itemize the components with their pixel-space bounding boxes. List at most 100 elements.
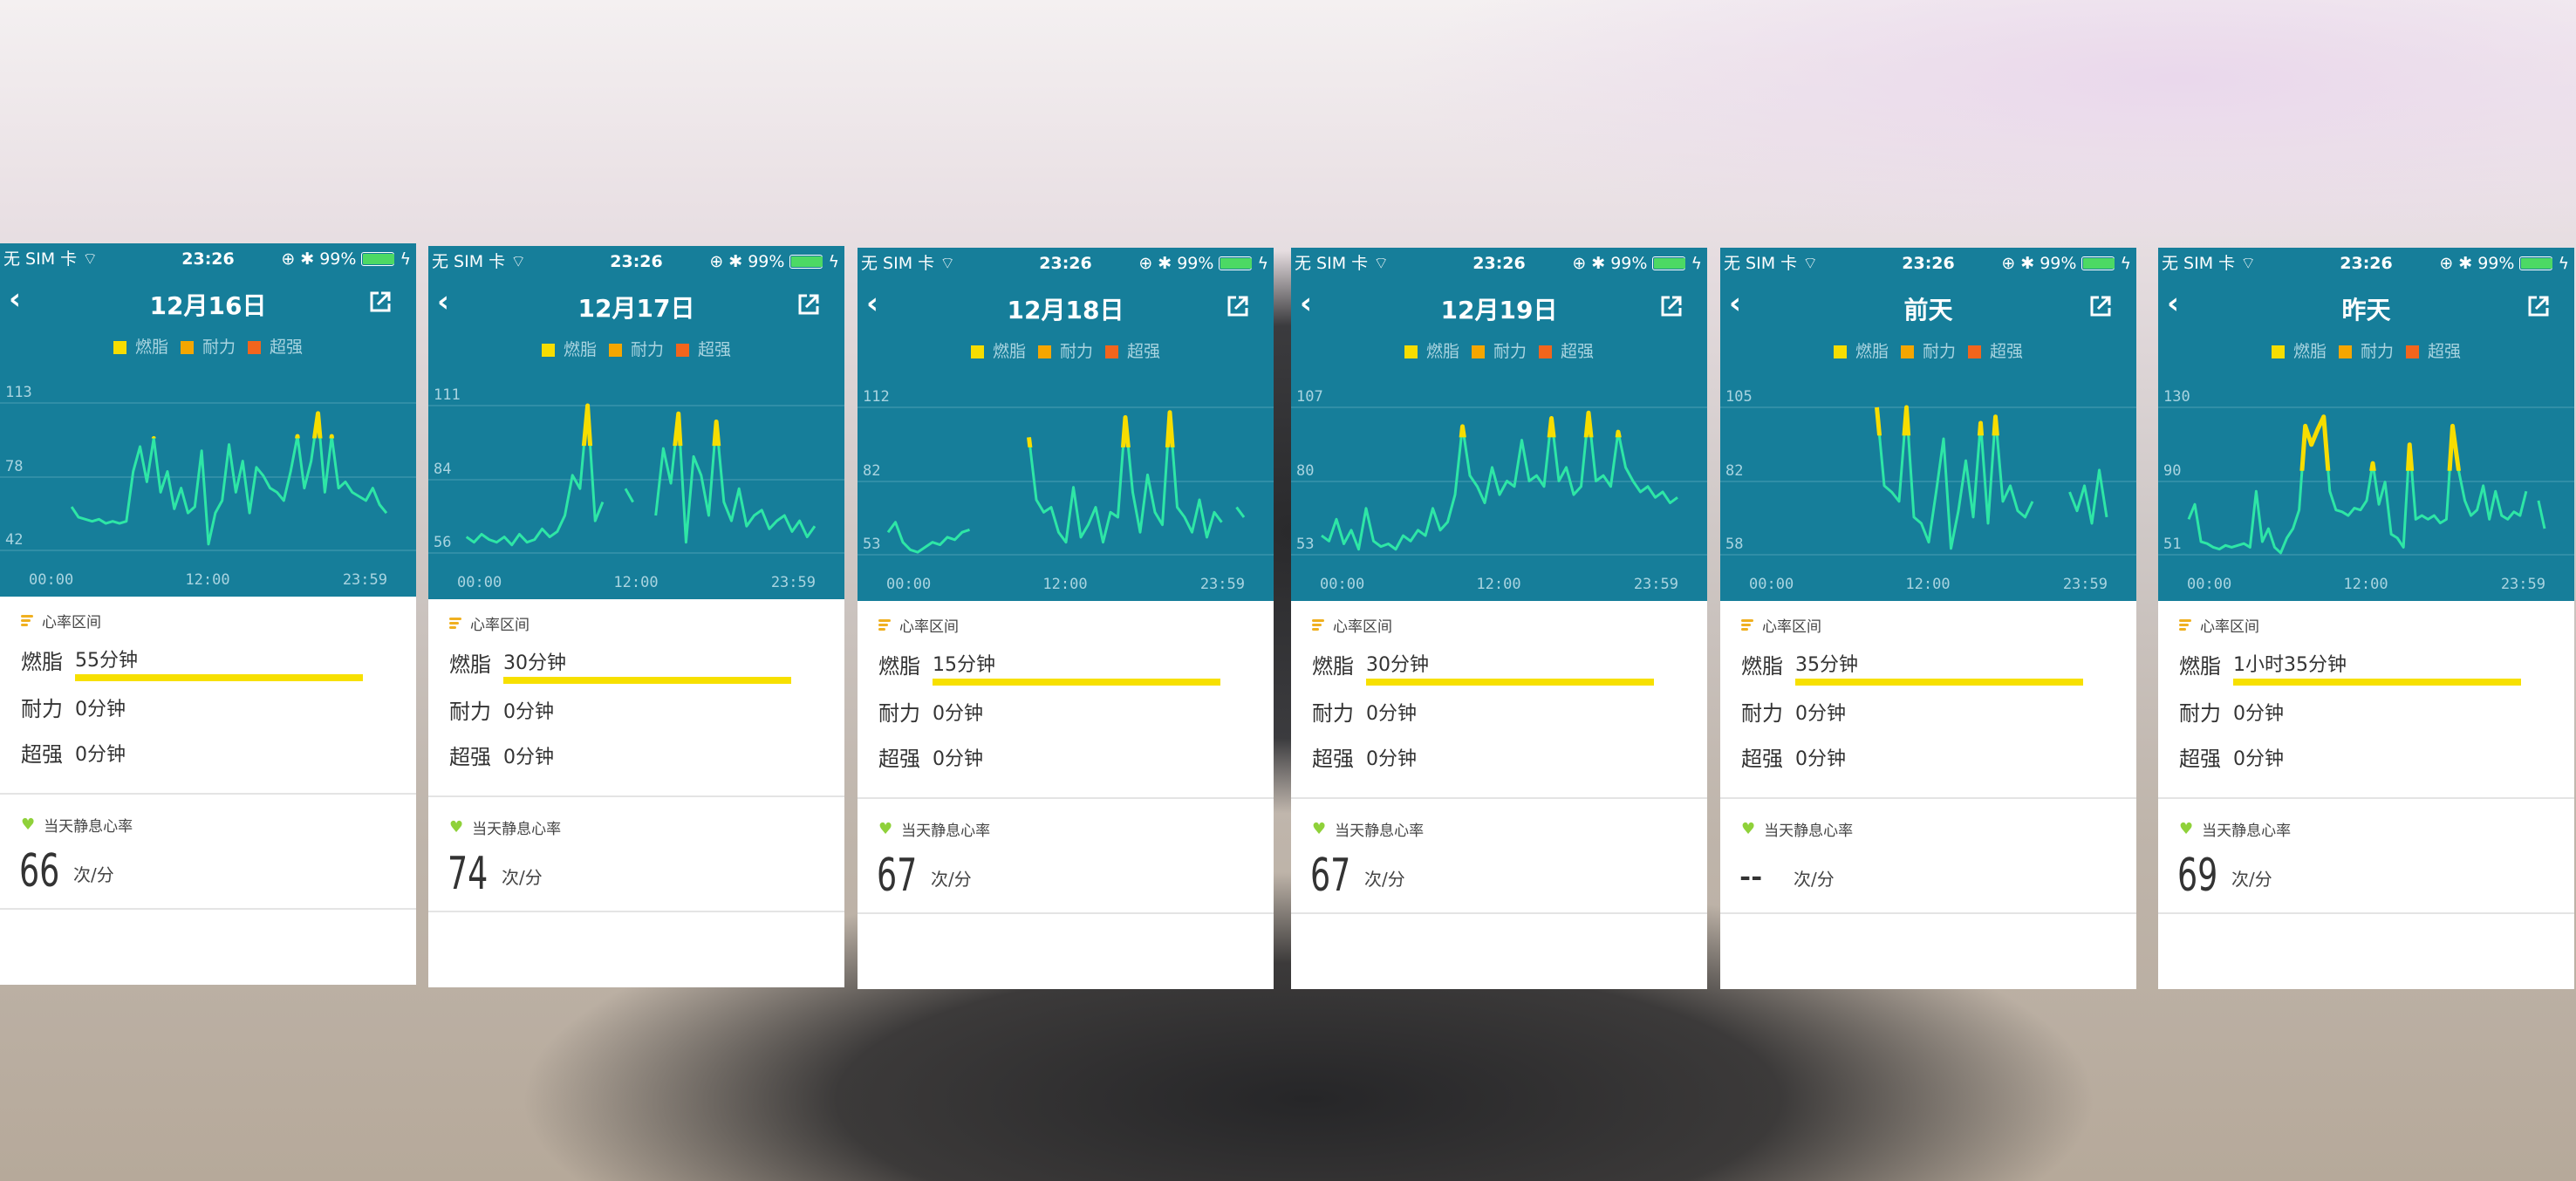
heart-rate-line (70, 412, 388, 546)
heart-rate-chart: 107 80 53 00:00 12:00 23:59 (1291, 388, 1707, 593)
y-tick-label: 51 (2163, 536, 2181, 553)
back-button[interactable]: ‹ (437, 284, 450, 319)
x-tick-label: 00:00 (1749, 576, 1794, 593)
legend-endurance: 耐力 (2338, 338, 2394, 362)
legend-label: 耐力 (1922, 342, 1956, 361)
share-icon[interactable] (797, 293, 820, 316)
legend-endurance: 耐力 (1900, 338, 1956, 362)
x-tick-label: 00:00 (1320, 576, 1364, 593)
y-tick-label: 58 (1725, 536, 1743, 553)
y-tick-label: 53 (1296, 536, 1314, 553)
divider (0, 793, 416, 795)
zone-label-fat-burn: 燃脂 (21, 650, 63, 674)
fat-burn-segment (1027, 410, 1175, 447)
back-button[interactable]: ‹ (9, 282, 22, 317)
back-button[interactable]: ‹ (866, 286, 879, 321)
divider (1291, 797, 1707, 799)
share-icon[interactable] (2527, 295, 2550, 317)
heart-rate-chart: 112 82 53 00:00 12:00 23:59 (858, 388, 1274, 593)
status-carrier: 无 SIM 卡 ⌔ (861, 253, 955, 274)
legend-swatch (248, 341, 261, 354)
rest-title: 当天静息心率 (901, 823, 991, 840)
back-button[interactable]: ‹ (2167, 286, 2180, 321)
legend-fat-burn: 燃脂 (541, 337, 597, 360)
legend-swatch (180, 341, 194, 354)
bluetooth-icon: ✱ (300, 249, 315, 269)
rotation-lock-icon: ⊕ (709, 252, 724, 271)
legend-swatch (1105, 345, 1118, 358)
x-tick-label: 23:59 (1200, 576, 1245, 593)
zone-label-fat-burn: 燃脂 (1741, 654, 1783, 679)
legend-endurance: 耐力 (608, 337, 664, 360)
zone-label-fat-burn: 燃脂 (878, 654, 920, 679)
battery-percent: 99% (319, 249, 357, 269)
y-tick-label: 107 (1296, 388, 1323, 406)
legend-swatch (1900, 345, 1914, 358)
legend-swatch (2338, 345, 2352, 358)
x-tick-label: 00:00 (886, 576, 931, 593)
fat-burn-bar (75, 674, 363, 681)
zone-section-title: 心率区间 (2200, 618, 2259, 636)
legend-extreme: 超强 (248, 334, 303, 358)
legend-fat-burn: 燃脂 (1404, 338, 1459, 362)
panel-header: 无 SIM 卡 ⌔ 23:26 ⊕ ✱ 99% ϟ ‹ 昨天 燃脂 耐力 超强 … (2158, 248, 2574, 601)
charging-icon: ϟ (1257, 254, 1268, 273)
battery-percent: 99% (2477, 254, 2515, 273)
chart-legend: 燃脂 耐力 超强 (2158, 338, 2574, 362)
zone-label-fat-burn: 燃脂 (2179, 654, 2221, 679)
share-icon[interactable] (369, 290, 392, 313)
heart-icon: ♥ (878, 820, 893, 838)
carrier-text: 无 SIM 卡 (2162, 254, 2236, 273)
rest-unit: 次/分 (73, 864, 114, 885)
zone-section-header: 心率区间 (1312, 614, 1392, 636)
x-tick-label: 12:00 (1905, 576, 1950, 593)
share-icon[interactable] (1660, 295, 1683, 317)
zone-section-title: 心率区间 (899, 618, 959, 636)
heart-rate-chart: 105 82 58 00:00 12:00 23:59 (1720, 388, 2136, 593)
chart-legend: 燃脂 耐力 超强 (858, 338, 1274, 362)
heart-rate-line (2068, 468, 2108, 525)
zone-label-extreme: 超强 (2179, 747, 2221, 771)
resting-heart-rate: 67 (1310, 850, 1351, 902)
back-button[interactable]: ‹ (1300, 286, 1313, 321)
battery-icon (789, 255, 823, 269)
share-icon[interactable] (2089, 295, 2112, 317)
legend-swatch (1833, 345, 1847, 358)
x-tick-label: 23:59 (1634, 576, 1678, 593)
battery-fill (791, 256, 823, 267)
series-group (70, 411, 388, 546)
panel-header: 无 SIM 卡 ⌔ 23:26 ⊕ ✱ 99% ϟ ‹ 12月18日 燃脂 耐力… (858, 248, 1274, 601)
share-icon[interactable] (1227, 295, 1249, 317)
wifi-icon: ⌔ (1373, 254, 1390, 273)
chart-legend: 燃脂 耐力 超强 (1720, 338, 2136, 362)
legend-fat-burn: 燃脂 (2271, 338, 2327, 362)
zones-icon (449, 617, 461, 630)
status-time: 23:26 (181, 249, 235, 269)
rest-title: 当天静息心率 (1335, 823, 1425, 840)
day-panel: 无 SIM 卡 ⌔ 23:26 ⊕ ✱ 99% ϟ ‹ 12月17日 燃脂 耐力… (428, 246, 844, 987)
zone-label-endurance: 耐力 (878, 701, 920, 726)
x-tick-label: 12:00 (2343, 576, 2388, 593)
resting-heart-rate: 66 (19, 845, 60, 898)
legend-label: 耐力 (202, 338, 236, 357)
panel-header: 无 SIM 卡 ⌔ 23:26 ⊕ ✱ 99% ϟ ‹ 前天 燃脂 耐力 超强 … (1720, 248, 2136, 601)
zone-value-fat-burn: 35分钟 (1795, 654, 1858, 676)
resting-heart-rate: 74 (448, 848, 489, 900)
zone-value-endurance: 0分钟 (75, 699, 126, 720)
y-tick-label: 42 (5, 531, 23, 549)
legend-swatch (1968, 345, 1981, 358)
fat-burn-bar (1366, 679, 1654, 686)
rest-unit: 次/分 (2231, 869, 2272, 890)
page-title: 12月16日 (149, 291, 267, 320)
status-right: ⊕ ✱ 99% ϟ (2001, 253, 2131, 274)
rest-section-header: ♥ 当天静息心率 (1741, 818, 1853, 840)
status-time: 23:26 (1902, 254, 1955, 273)
y-tick-label: 130 (2163, 388, 2190, 406)
day-panel: 无 SIM 卡 ⌔ 23:26 ⊕ ✱ 99% ϟ ‹ 12月16日 燃脂 耐力… (0, 243, 416, 985)
fat-burn-bar (933, 679, 1220, 686)
heart-icon: ♥ (1312, 820, 1327, 838)
divider (1291, 912, 1707, 914)
back-button[interactable]: ‹ (1729, 286, 1742, 321)
rotation-lock-icon: ⊕ (1138, 254, 1153, 273)
heart-icon: ♥ (2179, 820, 2194, 838)
